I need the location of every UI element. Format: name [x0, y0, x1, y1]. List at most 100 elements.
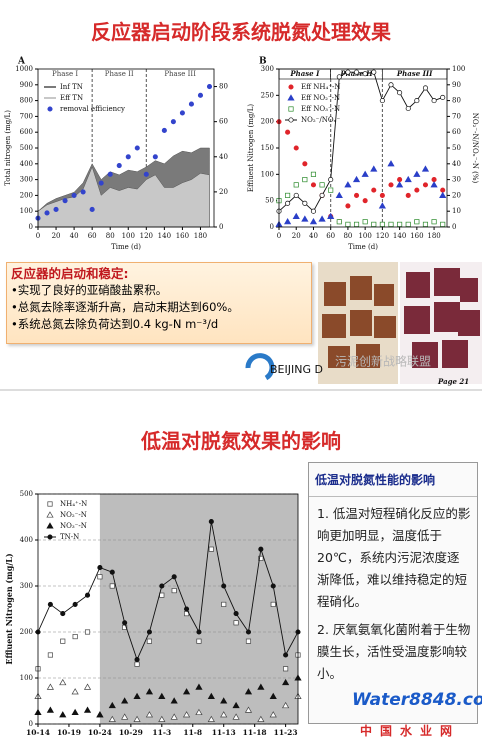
marker [414, 98, 420, 104]
marker [133, 692, 141, 699]
marker [345, 221, 351, 227]
marker [371, 221, 377, 227]
legend-marker [46, 522, 54, 529]
x-tick-label: 20 [52, 232, 61, 240]
marker [71, 708, 79, 716]
marker [196, 638, 202, 644]
marker [270, 601, 276, 607]
marker [301, 215, 309, 222]
marker [134, 661, 140, 667]
x-axis-label: Time (d) [111, 243, 141, 251]
marker [171, 588, 177, 594]
y2-tick-label: 50 [452, 144, 461, 152]
y-tick-label: 0 [270, 223, 274, 231]
marker [285, 192, 291, 198]
x-tick-label: 10-19 [57, 728, 81, 737]
marker [353, 221, 360, 227]
box-heading: 低温对脱氮性能的影响 [309, 463, 477, 497]
marker [282, 678, 290, 686]
marker [182, 711, 191, 718]
marker [362, 219, 368, 225]
marker [345, 203, 351, 209]
x-tick-label: 60 [88, 232, 97, 240]
y2-tick-label: 60 [452, 128, 461, 136]
marker [108, 701, 116, 709]
marker [422, 85, 429, 91]
divider [0, 389, 482, 391]
marker [97, 574, 103, 580]
y2-tick-label: 100 [452, 65, 465, 73]
y-tick-label: 150 [261, 144, 274, 152]
marker [319, 192, 325, 198]
marker [440, 187, 446, 193]
marker [221, 583, 227, 589]
x-tick-label: 160 [410, 232, 423, 240]
y-tick-label: 800 [20, 97, 33, 105]
marker [257, 683, 265, 690]
plot-frame [37, 68, 215, 228]
marker [182, 688, 191, 695]
legend-label: Eff NO₃⁻-N [301, 105, 340, 113]
marker [159, 583, 165, 589]
marker [379, 221, 385, 227]
marker [405, 221, 411, 227]
y-axis-label: Effluent Nitrogen (mg/L) [247, 104, 255, 192]
y2-tick-label: 10 [452, 207, 461, 215]
marker [62, 198, 68, 204]
plot-frame [278, 68, 448, 228]
marker [232, 713, 240, 720]
marker [208, 519, 214, 525]
legend-label: NO₃⁻-N [60, 522, 87, 530]
marker [422, 221, 429, 227]
marker [47, 652, 53, 658]
bullet: •实现了良好的亚硝酸盐累积。 [11, 283, 168, 297]
x-tick-label: 11-23 [274, 728, 298, 737]
marker [121, 713, 129, 720]
marker [109, 583, 115, 589]
legend-label: removal efficiency [60, 105, 125, 113]
y-tick-label: 500 [20, 144, 33, 152]
y2-tick-label: 40 [452, 160, 461, 168]
y-tick-label: 1000 [15, 65, 33, 73]
marker [232, 701, 240, 709]
legend-label: NO₂⁻-N [60, 511, 87, 519]
y2-tick-label: 90 [452, 81, 461, 89]
marker [133, 715, 141, 722]
y-tick-label: 500 [20, 490, 33, 498]
legend-marker [47, 501, 53, 507]
marker [387, 160, 395, 167]
marker [422, 182, 429, 188]
marker [344, 181, 352, 188]
marker [125, 154, 131, 160]
marker [397, 90, 403, 96]
y-tick-label: 200 [20, 191, 33, 199]
x-tick-label: 10-29 [119, 728, 143, 737]
marker [404, 175, 412, 183]
x-tick-label: 140 [158, 232, 171, 240]
y-tick-label: 600 [20, 128, 33, 136]
marker [414, 219, 420, 225]
bullet: •系统总氮去除负荷达到0.4 kg-N m⁻³/d [11, 317, 219, 331]
marker [244, 706, 253, 713]
marker [197, 92, 204, 98]
y-axis-label: Total nitrogen (mg/L) [4, 110, 12, 186]
marker [362, 71, 368, 77]
marker [184, 606, 190, 612]
x-tick-label: 160 [176, 232, 189, 240]
plot-frame [37, 493, 299, 725]
y2-tick-label: 20 [219, 188, 228, 196]
marker [421, 165, 430, 172]
y-tick-label: 200 [20, 628, 33, 636]
marker [152, 154, 158, 160]
marker [145, 688, 154, 695]
marker [121, 697, 129, 704]
marker [83, 706, 92, 713]
y-tick-label: 700 [20, 112, 33, 120]
slide-title: 反应器启动阶段系统脱氮处理效果 [91, 20, 391, 44]
marker [146, 629, 152, 635]
marker [159, 592, 165, 598]
marker [293, 192, 299, 198]
footer: BEIJING D 污泥创新战略联盟 Page 21 [245, 353, 469, 386]
x-tick-label: 11-8 [183, 728, 202, 737]
legend-label: NH₄⁺-N [60, 500, 87, 508]
